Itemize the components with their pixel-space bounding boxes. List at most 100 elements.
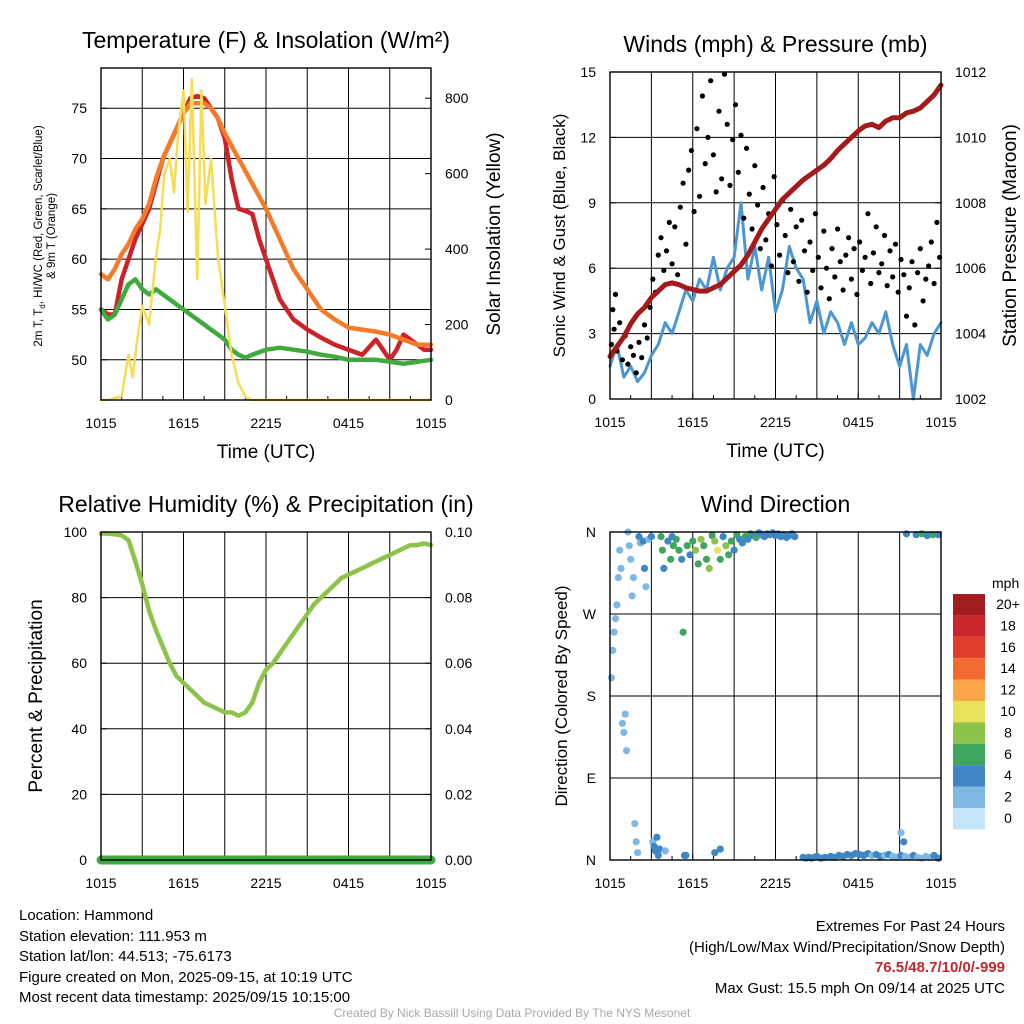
wind-gust-point: [870, 250, 877, 256]
wdir-point: [625, 542, 633, 550]
wind-gust-point: [854, 291, 860, 297]
wind-gust-point: [713, 189, 719, 195]
rh-xtick-label: 0415: [333, 875, 364, 891]
wdir-point: [664, 537, 672, 545]
wind-gust-point: [928, 239, 934, 245]
wdir-point: [923, 532, 931, 540]
wind-gust-point: [683, 241, 689, 247]
wind-gust-point: [898, 256, 904, 263]
temp-xtick-label: 1015: [85, 415, 116, 431]
wdir-xtick-label: 2215: [760, 875, 791, 891]
wdir-point: [613, 601, 621, 609]
wind-gust-point: [790, 259, 797, 265]
temp-ytick-label: 70: [71, 151, 87, 167]
wind-gust-point: [697, 193, 703, 199]
wdir-ytick-label: S: [587, 688, 596, 704]
wdir-point: [661, 847, 669, 855]
wdir-point: [725, 551, 733, 559]
wind-gust-point: [702, 161, 708, 167]
wind-gust-point: [895, 289, 901, 295]
wdir-point: [672, 535, 680, 543]
wind-xtick-label: 1015: [925, 414, 956, 430]
wind-gust-point: [663, 248, 670, 254]
wind-gust-point: [884, 283, 890, 289]
wind-gust-point: [923, 276, 929, 282]
extremes-values: 76.5/48.7/10/0/-999: [874, 959, 1005, 976]
wind-gust-point: [826, 296, 832, 302]
temp-y2tick-label: 200: [445, 317, 469, 333]
wdir-point: [716, 845, 724, 853]
temp-xtick-label: 0415: [333, 415, 364, 431]
wind-gust-point: [755, 202, 761, 208]
temp-y2tick-label: 800: [445, 90, 469, 106]
wind-gust-point: [915, 270, 921, 276]
wdir-point: [614, 574, 622, 582]
wdir-legend-label: 6: [1004, 746, 1012, 762]
wdir-legend-label: 2: [1004, 789, 1012, 805]
wdir-point: [694, 560, 702, 568]
wind-ytick-label: 6: [588, 260, 596, 276]
wind-gust-point: [727, 182, 733, 188]
wind-gust-point: [738, 132, 744, 138]
temp-title: Temperature (F) & Insolation (W/m²): [82, 27, 450, 53]
wind-gust-point: [612, 291, 619, 297]
wind-gust-point: [694, 126, 700, 132]
wind-gust-point: [708, 78, 714, 84]
wind-xtick-label: 1015: [594, 414, 625, 430]
wdir-legend-swatch: [953, 615, 985, 637]
rh-frame: [100, 531, 432, 861]
wdir-point: [711, 849, 719, 857]
wind-gust-point: [771, 174, 777, 180]
wdir-point: [642, 583, 650, 591]
rh-series-rh: [98, 531, 434, 718]
wdir-point: [653, 833, 661, 841]
wind-gust-point: [760, 184, 766, 191]
wind-gust-point: [876, 270, 882, 276]
wind-ytick-label: 3: [588, 326, 596, 342]
wdir-point: [618, 719, 627, 727]
temp-ylabel-line2: & 9m T (Orange): [46, 193, 58, 279]
wdir-legend-swatch: [953, 658, 985, 680]
wdir-legend-swatch: [953, 594, 985, 616]
wdir-point: [705, 564, 713, 573]
wind-ylabel: Sonic Wind & Gust (Blue, Black): [550, 114, 569, 358]
wind-gust-point: [617, 320, 623, 326]
wind-gust-point: [730, 137, 736, 143]
wind-gust-point: [901, 272, 907, 278]
wdir-legend-label: 12: [1000, 682, 1016, 698]
wind-gust-point: [719, 176, 725, 182]
temp-y2label: Solar Insolation (Yellow): [484, 132, 505, 335]
wind-xtick-label: 2215: [760, 414, 791, 430]
wind-y2label: Station Pressure (Maroon): [1000, 124, 1021, 347]
wind-gust-point: [823, 265, 830, 271]
wind-ytick-label: 15: [580, 64, 596, 80]
wind-gust-point: [879, 261, 885, 267]
wdir-point: [628, 592, 636, 600]
wind-y2tick-label: 1004: [955, 326, 986, 342]
wind-gust-point: [650, 276, 656, 282]
wdir-legend-swatch: [953, 765, 985, 787]
wdir-point: [897, 829, 905, 837]
wind-gust-point: [691, 208, 697, 215]
wdir-point: [669, 542, 678, 550]
wdir-xtick-label: 0415: [843, 875, 874, 891]
wind-gust-point: [610, 307, 616, 313]
wind-gust-point: [636, 339, 642, 345]
wdir-point: [607, 674, 616, 682]
wind-gust-point: [851, 246, 857, 252]
wdir-ytick-label: W: [583, 606, 597, 622]
wdir-ytick-label: N: [586, 524, 596, 540]
wind-gust-point: [785, 270, 791, 276]
credit-line: Created By Nick Bassill Using Data Provi…: [333, 1006, 691, 1020]
wdir-point: [700, 542, 708, 550]
wind-gust-point: [630, 352, 637, 358]
wind-gust-point: [757, 246, 763, 252]
wdir-point: [727, 537, 736, 545]
wind-gust-point: [710, 152, 717, 158]
wind-gust-point: [793, 224, 799, 230]
wind-gust-point: [799, 217, 805, 223]
wind-ytick-label: 0: [588, 391, 596, 407]
wind-gust-point: [881, 232, 888, 239]
wdir-legend-title: mph: [992, 575, 1019, 591]
wind-gust-point: [721, 71, 728, 77]
